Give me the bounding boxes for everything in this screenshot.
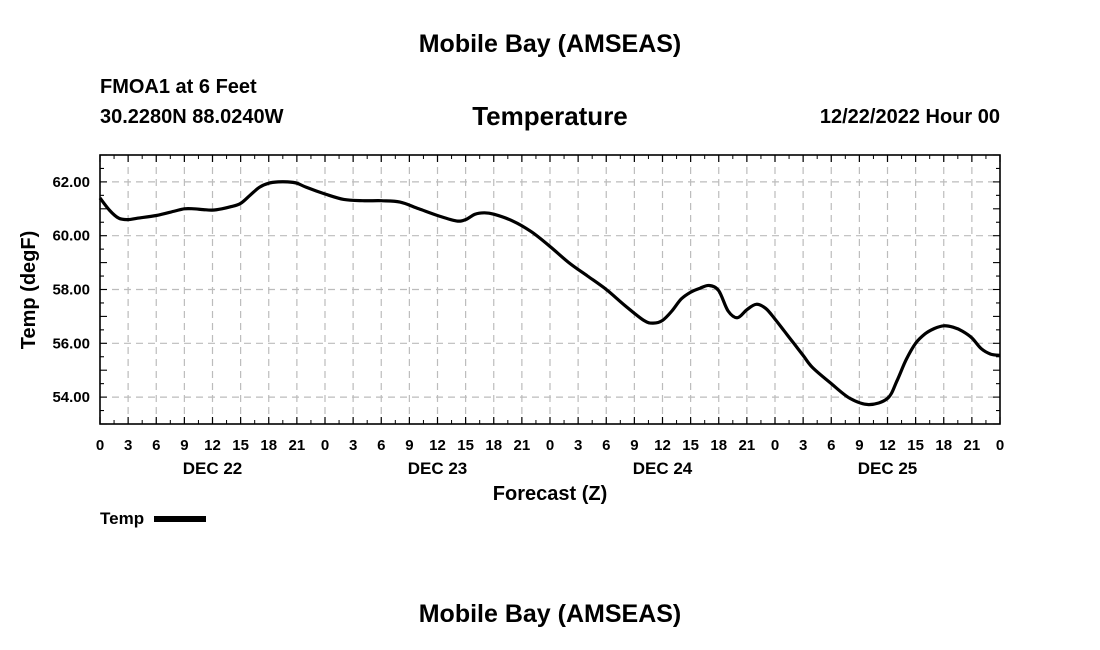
x-tick-label: 15 [907, 437, 924, 454]
y-tick-label: 62.00 [52, 174, 90, 191]
chart-main-title: Mobile Bay (AMSEAS) [418, 30, 682, 58]
x-tick-label: 0 [96, 437, 104, 454]
station-coordinates: 30.2280N 88.0240W [100, 106, 284, 128]
x-tick-label: 21 [514, 437, 531, 454]
x-tick-label: 0 [321, 437, 329, 454]
footer-title: Mobile Bay (AMSEAS) [418, 600, 682, 628]
model-run-time: 12/22/2022 Hour 00 [819, 106, 1000, 128]
y-axis-label: Temp (degF) [18, 231, 40, 350]
x-day-label: DEC 23 [408, 459, 468, 478]
x-tick-label: 12 [204, 437, 221, 454]
x-tick-label: 3 [799, 437, 807, 454]
legend-swatch [154, 516, 207, 522]
y-tick-label: 60.00 [52, 228, 90, 245]
x-tick-label: 18 [260, 437, 277, 454]
x-tick-label: 12 [879, 437, 896, 454]
x-day-label: DEC 22 [183, 459, 243, 478]
y-tick-label: 56.00 [52, 335, 90, 352]
x-tick-label: 18 [935, 437, 952, 454]
x-tick-label: 3 [574, 437, 582, 454]
x-tick-label: 21 [739, 437, 756, 454]
x-tick-label: 0 [771, 437, 779, 454]
x-tick-label: 21 [964, 437, 981, 454]
x-tick-label: 18 [485, 437, 502, 454]
chart-tick-labels: 0 3 6 9 12 15 18 21 0 3 6 9 12 15 18 21 0 3 6 9 12 15 18 21 0 3 6 9… [52, 174, 1004, 478]
x-tick-label: 0 [546, 437, 554, 454]
x-tick-label: 6 [602, 437, 610, 454]
station-label: FMOA1 at 6 Feet [100, 76, 257, 98]
chart-ticks [99, 154, 1001, 425]
x-tick-label: 15 [682, 437, 699, 454]
x-tick-label: 21 [289, 437, 306, 454]
x-tick-label: 6 [152, 437, 160, 454]
x-tick-label: 9 [855, 437, 863, 454]
y-tick-label: 58.00 [52, 282, 90, 299]
legend: Temp [100, 509, 207, 529]
x-day-label: DEC 24 [633, 459, 693, 478]
x-day-label: DEC 25 [858, 459, 918, 478]
x-tick-label: 3 [124, 437, 132, 454]
x-tick-label: 0 [996, 437, 1004, 454]
x-tick-label: 15 [457, 437, 474, 454]
x-tick-label: 6 [827, 437, 835, 454]
x-tick-label: 12 [654, 437, 671, 454]
x-tick-label: 18 [710, 437, 727, 454]
x-tick-label: 9 [180, 437, 188, 454]
chart-grid [100, 155, 1000, 424]
x-tick-label: 9 [405, 437, 413, 454]
y-tick-label: 54.00 [52, 389, 90, 406]
x-tick-label: 3 [349, 437, 357, 454]
x-tick-label: 6 [377, 437, 385, 454]
x-tick-label: 9 [630, 437, 638, 454]
variable-title: Temperature [472, 101, 628, 131]
legend-label: Temp [100, 509, 145, 528]
x-axis-label: Forecast (Z) [493, 483, 607, 505]
x-tick-label: 15 [232, 437, 249, 454]
series-line-temp [98, 180, 1001, 407]
x-tick-label: 12 [429, 437, 446, 454]
